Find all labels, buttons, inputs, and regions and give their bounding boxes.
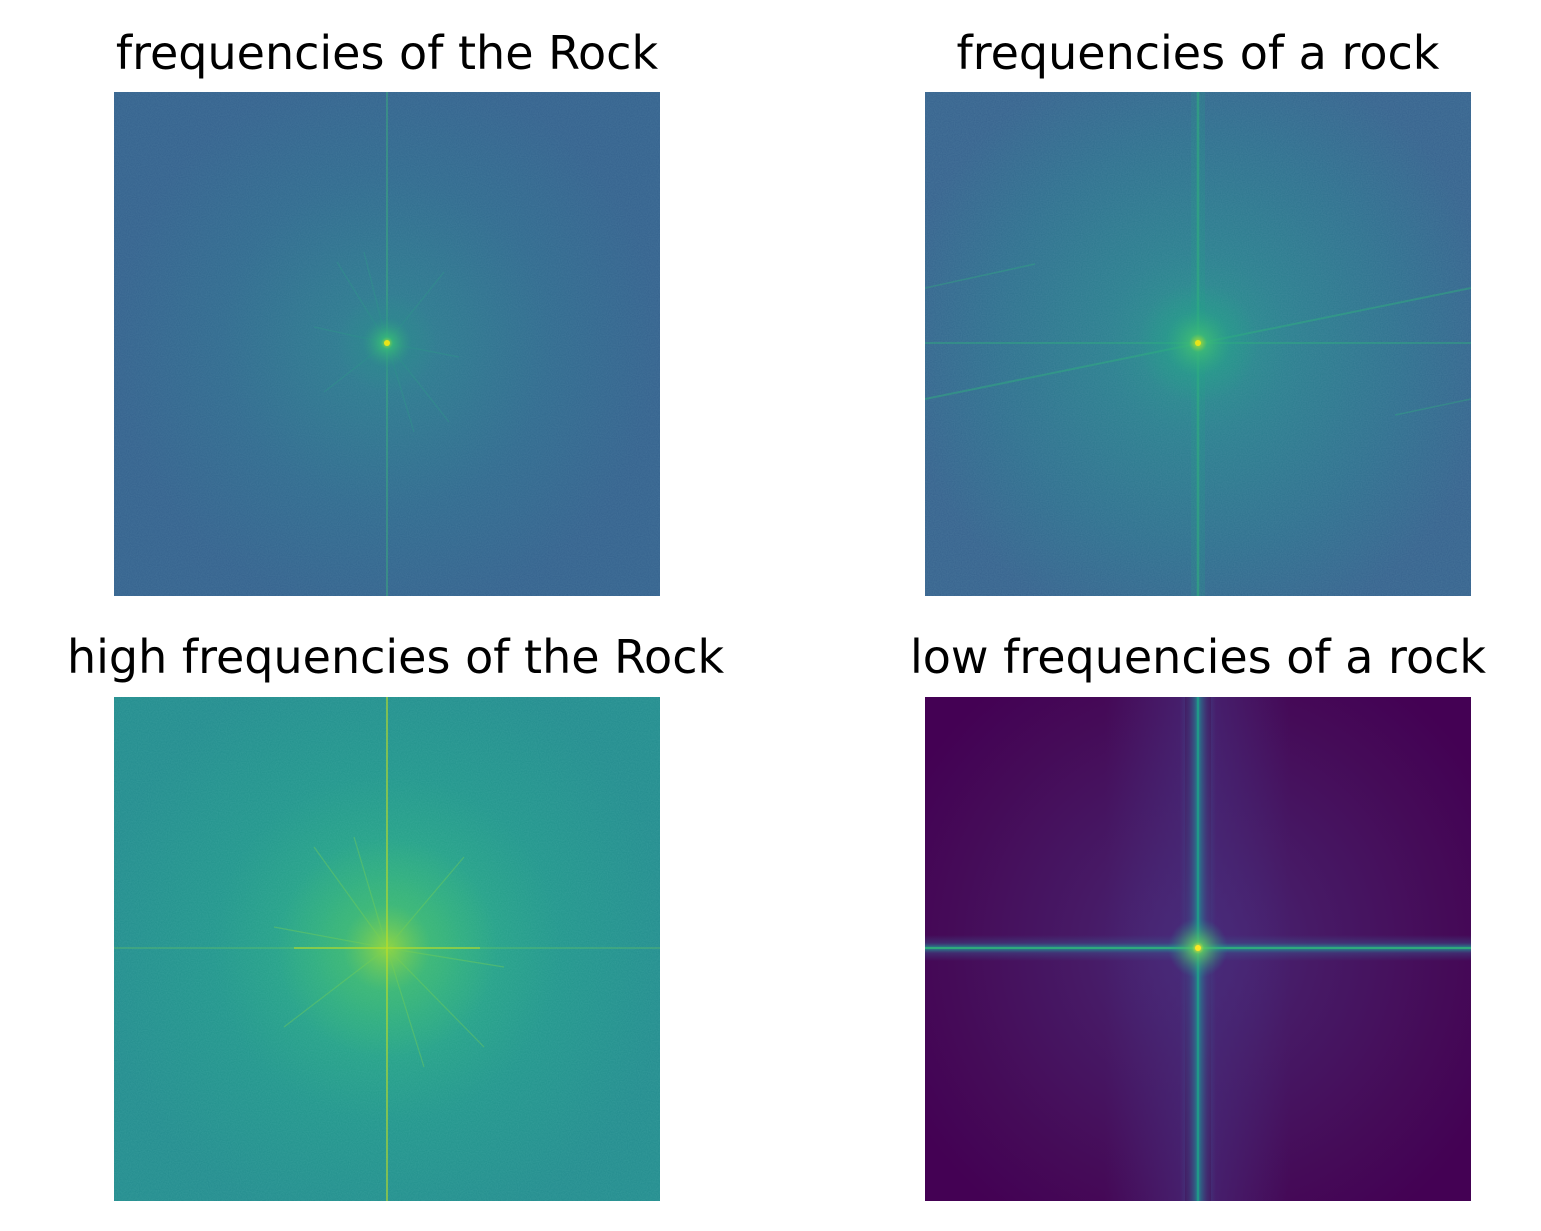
panel-title-rock-low-frequencies: low frequencies of a rock <box>909 630 1487 684</box>
fft-spectrum-rock-high-pass <box>114 697 660 1201</box>
panel-title-rock-high-frequencies: high frequencies of the Rock <box>67 630 725 684</box>
fft-spectrum-rock <box>114 92 660 596</box>
panel-title-rock-object-frequencies: frequencies of a rock <box>956 26 1440 80</box>
panel-title-rock-frequencies: frequencies of the Rock <box>115 26 659 80</box>
fft-spectrum-rock-object <box>925 92 1471 596</box>
fft-spectrum-rock-low-pass <box>925 697 1471 1201</box>
